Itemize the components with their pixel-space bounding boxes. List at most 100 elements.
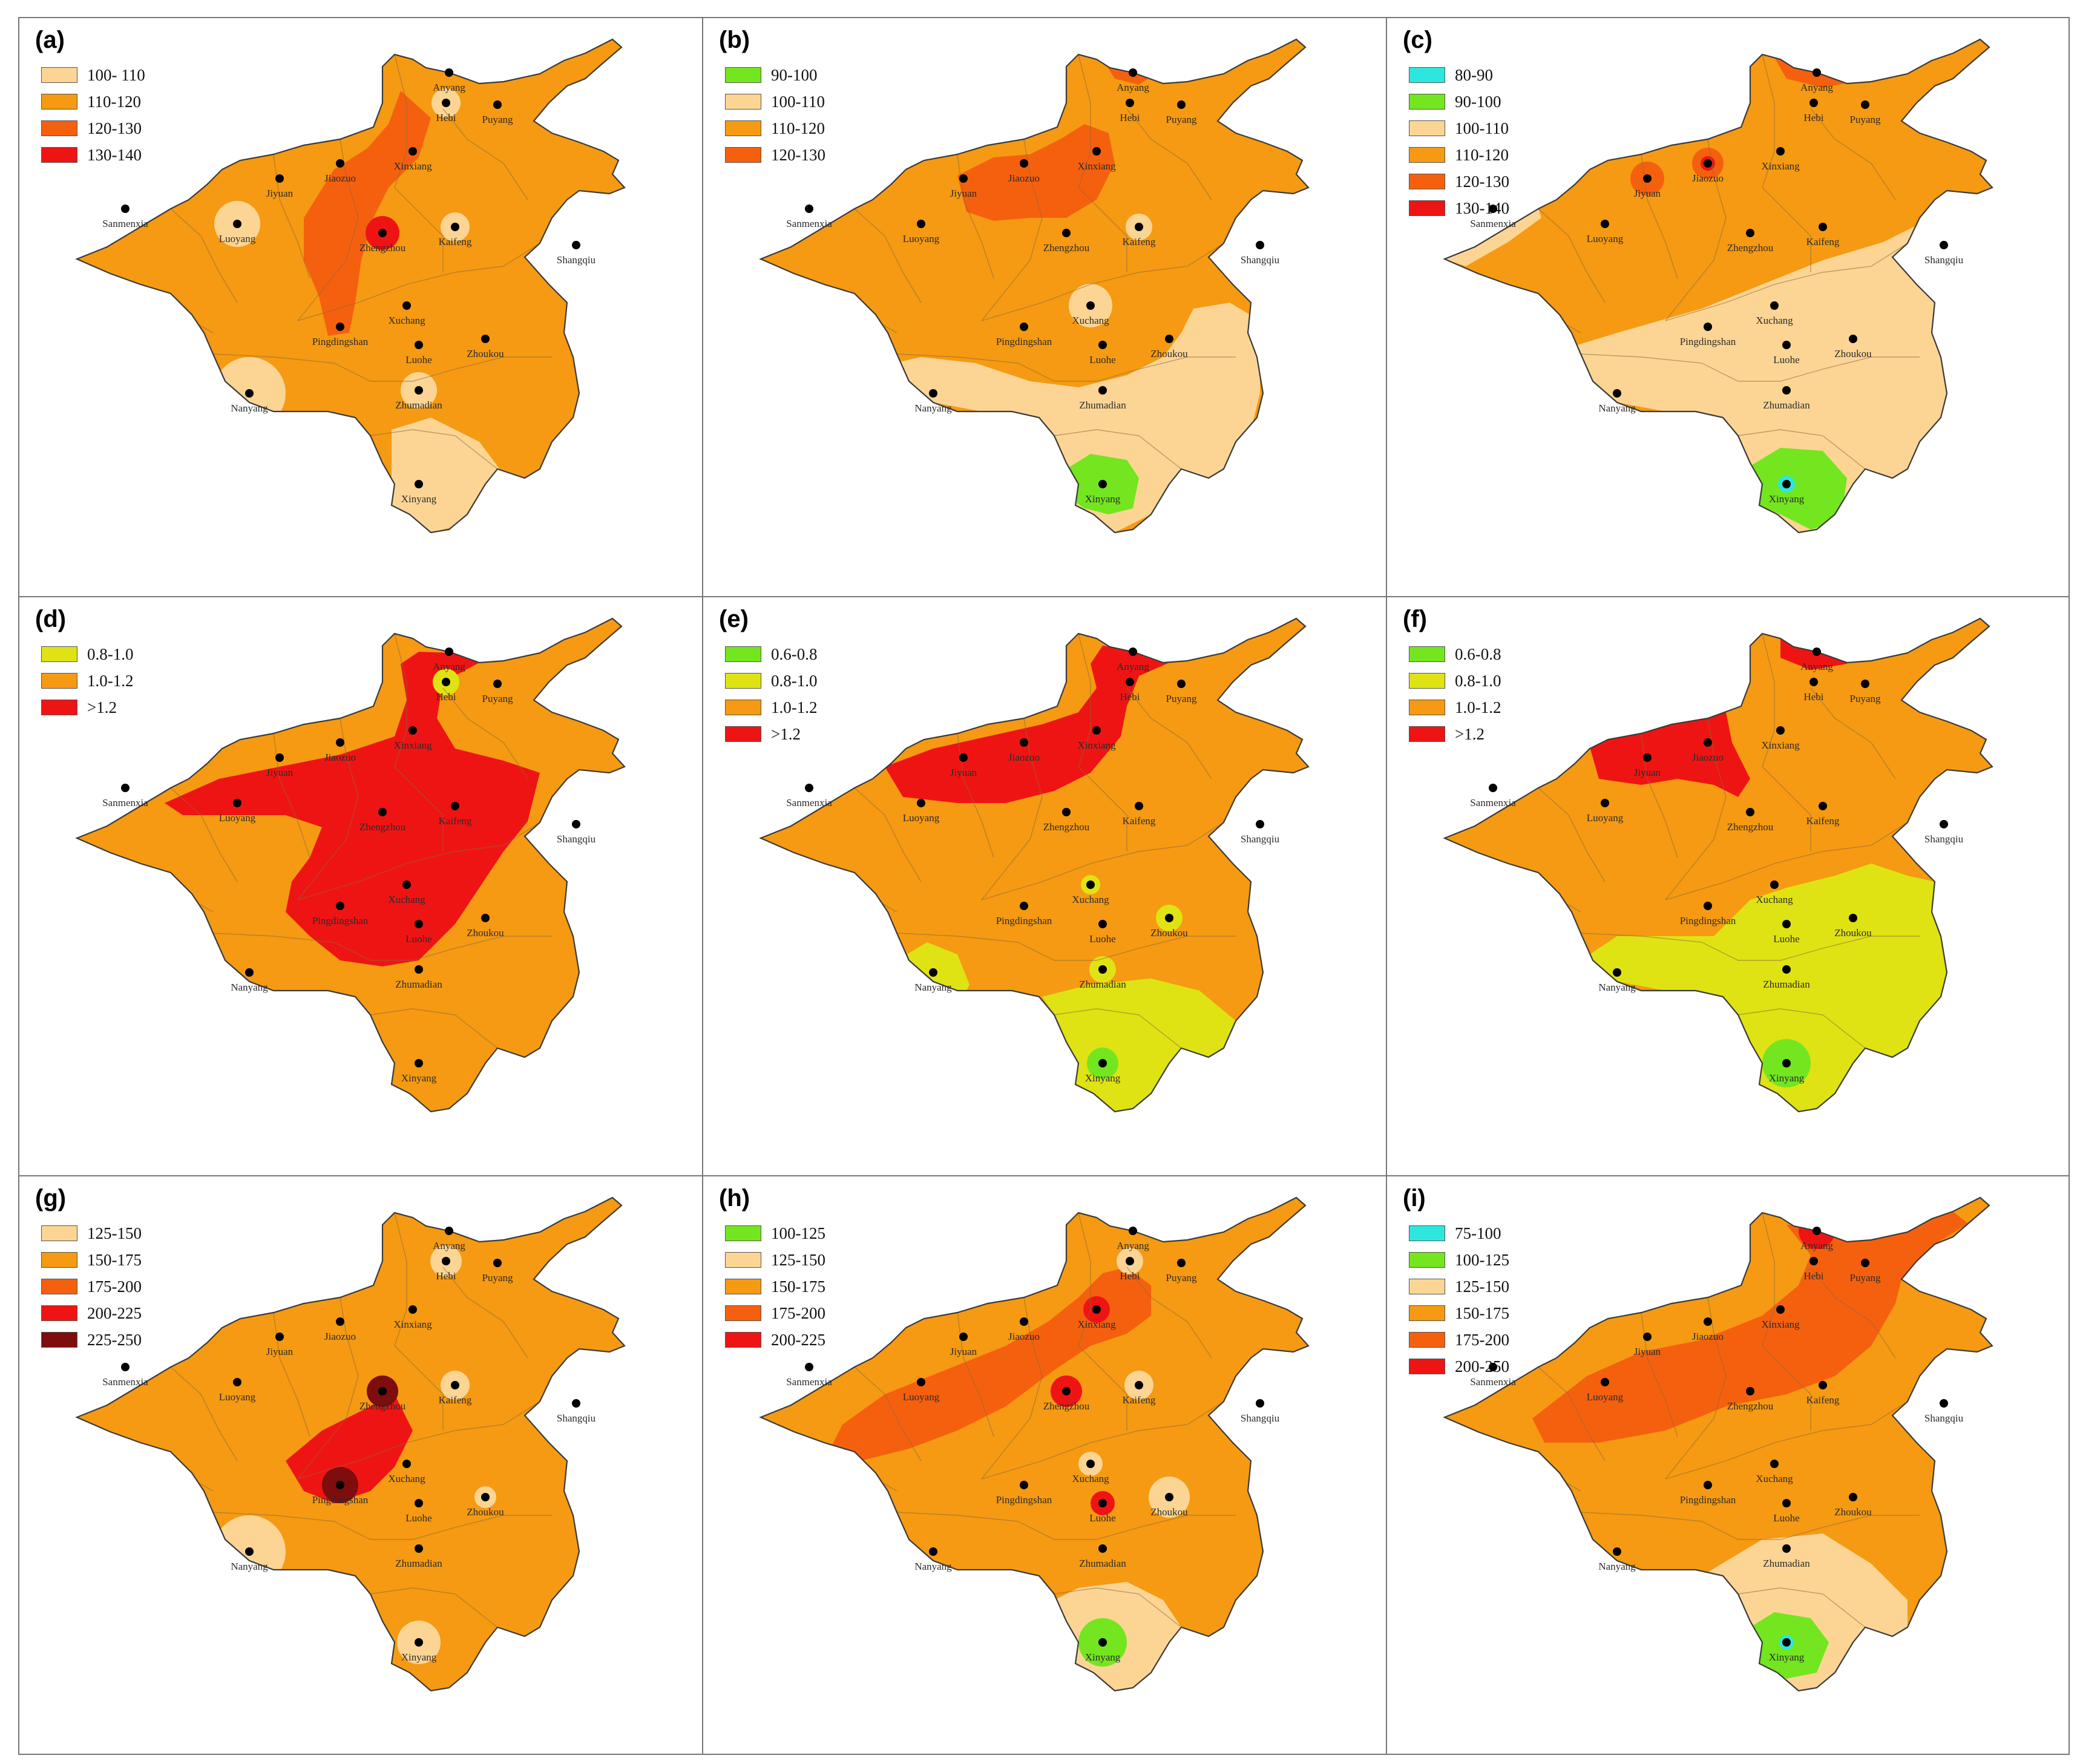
legend-label: 120-130 xyxy=(771,145,825,164)
city-marker-xinxiang xyxy=(1092,147,1101,156)
county-boundary xyxy=(1810,687,1896,779)
county-boundary xyxy=(170,208,238,303)
legend-label: 225-250 xyxy=(87,1330,142,1349)
legend-label: 80-90 xyxy=(1455,65,1493,84)
city-label-nanyang: Nanyang xyxy=(231,402,268,414)
city-marker-hebi xyxy=(1126,99,1134,107)
city-label-shangqiu: Shangqiu xyxy=(1241,1412,1280,1424)
legend-entry: 0.8-1.0 xyxy=(1409,667,1501,694)
city-marker-zhoukou xyxy=(1849,335,1857,343)
city-label-kaifeng: Kaifeng xyxy=(1806,1394,1840,1406)
city-label-anyang: Anyang xyxy=(1117,1240,1149,1251)
county-boundary xyxy=(981,139,1043,321)
city-label-kaifeng: Kaifeng xyxy=(1806,815,1840,827)
city-label-jiyuan: Jiyuan xyxy=(950,1346,977,1357)
contour-zone-yellow xyxy=(1920,779,1986,839)
city-marker-nanyang xyxy=(1613,1547,1621,1556)
contour-zones xyxy=(1445,54,1977,533)
city-marker-luohe xyxy=(415,1499,423,1507)
city-marker-hebi xyxy=(1126,678,1134,686)
city-marker-pingdingshan xyxy=(1704,902,1712,910)
county-boundary xyxy=(442,687,528,779)
city-label-pingdingshan: Pingdingshan xyxy=(996,336,1052,347)
city-label-luohe: Luohe xyxy=(405,1512,431,1524)
legend-swatch xyxy=(41,1225,77,1241)
legend-swatch xyxy=(41,67,77,83)
city-label-zhoukou: Zhoukou xyxy=(1150,348,1188,359)
city-label-sanmenxia: Sanmenxia xyxy=(102,1376,148,1388)
county-boundary xyxy=(1737,429,1866,470)
city-marker-shangqiu xyxy=(572,241,580,249)
city-label-hebi: Hebi xyxy=(436,1270,456,1282)
city-label-jiaozuo: Jiaozuo xyxy=(1692,172,1724,184)
city-marker-shangqiu xyxy=(1256,1399,1264,1408)
city-label-zhumadian: Zhumadian xyxy=(395,399,442,411)
city-marker-xinyang xyxy=(415,1059,423,1067)
city-marker-luohe xyxy=(415,920,423,928)
map-panel-e: Anyang Hebi Puyang Xinxiang Jiaozuo Jiyuan San… xyxy=(703,597,1387,1176)
city-marker-luoyang xyxy=(233,1378,241,1386)
city-label-puyang: Puyang xyxy=(482,1272,514,1284)
city-marker-pingdingshan xyxy=(1020,902,1028,910)
legend-entry: 0.6-0.8 xyxy=(725,641,818,667)
city-marker-xinyang xyxy=(415,1638,423,1647)
city-marker-hebi xyxy=(1809,678,1818,686)
city-marker-puyang xyxy=(1177,100,1186,109)
county-boundary xyxy=(1665,718,1727,900)
city-marker-zhumadian xyxy=(1782,386,1791,395)
map-panel-c: Anyang Hebi Puyang Xinxiang Jiaozuo Jiyuan San… xyxy=(1387,18,2070,597)
city-label-luoyang: Luoyang xyxy=(1587,812,1624,824)
legend-swatch xyxy=(725,1279,761,1294)
henan-map: Anyang Hebi Puyang Xinxiang Jiaozuo Jiyuan San… xyxy=(759,38,1310,534)
contour-zone-dark-orange xyxy=(1532,1212,1968,1443)
legend-label: 0.8-1.0 xyxy=(771,671,818,690)
city-label-nanyang: Nanyang xyxy=(914,1561,952,1572)
city-label-kaifeng: Kaifeng xyxy=(1123,815,1156,827)
city-marker-xinyang xyxy=(1098,1059,1107,1067)
henan-map: Anyang Hebi Puyang Xinxiang Jiaozuo Jiyuan San… xyxy=(1443,1196,1993,1692)
city-marker-kaifeng xyxy=(451,802,459,810)
city-marker-anyang xyxy=(445,68,453,77)
city-label-zhengzhou: Zhengzhou xyxy=(1043,1400,1090,1412)
city-marker-jiyuan xyxy=(1643,174,1652,183)
legend-label: 150-175 xyxy=(1455,1303,1509,1322)
city-label-pingdingshan: Pingdingshan xyxy=(996,915,1052,926)
legend-entry: 175-200 xyxy=(725,1300,825,1326)
legend-swatch xyxy=(1409,174,1445,189)
city-label-zhengzhou: Zhengzhou xyxy=(1727,242,1774,254)
city-label-shangqiu: Shangqiu xyxy=(1924,254,1964,266)
city-label-puyang: Puyang xyxy=(1166,1272,1198,1284)
county-boundary xyxy=(370,1008,498,1049)
legend-label: 0.8-1.0 xyxy=(87,644,134,663)
province-base-fill xyxy=(761,1198,1308,1691)
city-marker-luohe xyxy=(1782,920,1791,928)
county-boundary xyxy=(297,822,540,900)
city-label-sanmenxia: Sanmenxia xyxy=(102,797,148,808)
city-label-xinyang: Xinyang xyxy=(1769,1072,1805,1084)
contour-zone-orange xyxy=(77,1367,249,1443)
county-boundary xyxy=(212,1512,552,1540)
city-label-shangqiu: Shangqiu xyxy=(557,1412,596,1424)
county-boundary xyxy=(981,822,1224,900)
city-label-jiaozuo: Jiaozuo xyxy=(324,1331,356,1342)
county-boundary xyxy=(1665,1401,1908,1480)
city-marker-xinxiang xyxy=(1776,147,1785,156)
city-label-puyang: Puyang xyxy=(482,693,514,704)
city-marker-luohe xyxy=(1098,1499,1107,1507)
panel-label: (c) xyxy=(1403,27,1432,53)
city-marker-anyang xyxy=(1129,68,1137,77)
city-marker-zhoukou xyxy=(481,335,490,343)
legend-label: 125-150 xyxy=(771,1250,825,1269)
city-label-kaifeng: Kaifeng xyxy=(439,815,472,827)
city-label-luohe: Luohe xyxy=(1089,1512,1115,1524)
city-marker-xinxiang xyxy=(408,726,417,735)
city-label-xinxiang: Xinxiang xyxy=(393,739,432,751)
legend-swatch xyxy=(1409,1279,1445,1294)
city-marker-kaifeng xyxy=(1819,223,1827,231)
legend-entry: 100-110 xyxy=(725,88,825,115)
legend-label: 200-250 xyxy=(1455,1357,1509,1375)
legend-label: 0.6-0.8 xyxy=(771,644,818,663)
city-marker-jiyuan xyxy=(1643,753,1652,762)
city-label-xinyang: Xinyang xyxy=(1085,493,1121,505)
legend-entry: 150-175 xyxy=(725,1273,825,1300)
